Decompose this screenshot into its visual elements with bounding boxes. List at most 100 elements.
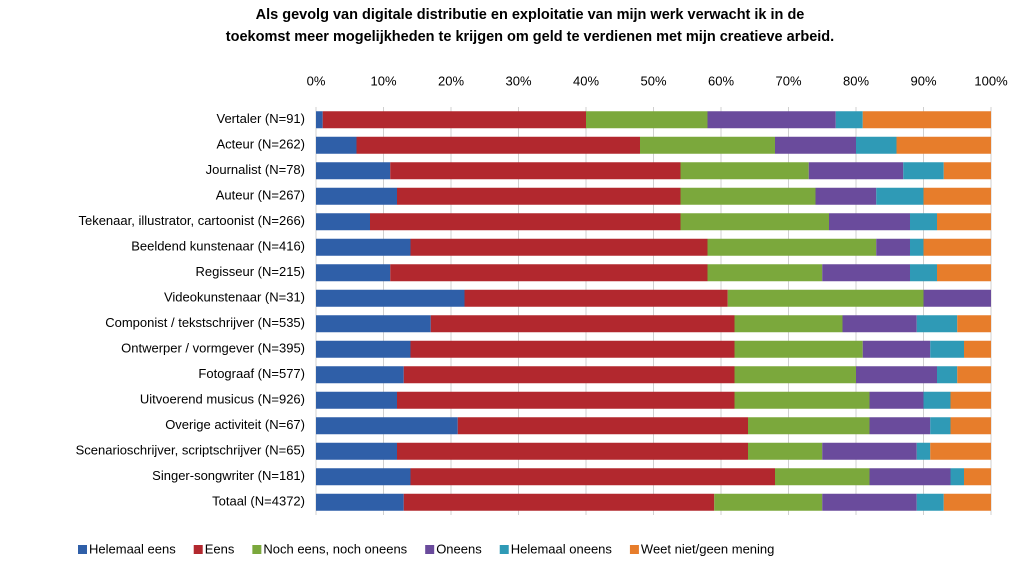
bar-segment (680, 162, 809, 180)
bar-segment (714, 493, 823, 511)
bar-segment (316, 111, 323, 129)
bar-segment (876, 187, 924, 205)
chart-title: toekomst meer mogelijkheden te krijgen o… (226, 29, 834, 45)
legend-label: Noch eens, noch oneens (263, 541, 407, 556)
y-tick-label: Fotograaf (N=577) (198, 366, 305, 381)
y-tick-label: Tekenaar, illustrator, cartoonist (N=266… (78, 213, 305, 228)
bar-segment (957, 315, 991, 333)
bar-segment (410, 238, 708, 256)
bar-segment (930, 340, 964, 358)
legend-swatch (252, 545, 262, 554)
legend-swatch (629, 545, 639, 554)
bar-segment (586, 111, 708, 129)
bar-segment (903, 162, 944, 180)
bar-segment (316, 391, 397, 409)
bar-segment (403, 366, 735, 384)
bar-segment (964, 468, 991, 486)
bar-segment (356, 136, 640, 154)
bar-segment (707, 238, 877, 256)
y-tick-label: Acteur (N=262) (216, 137, 305, 152)
bar-segment (964, 340, 991, 358)
x-tick-label: 60% (708, 73, 734, 88)
legend-label: Helemaal oneens (511, 541, 613, 556)
bar-segment (923, 238, 991, 256)
bar-segment (316, 493, 404, 511)
bar-segment (822, 493, 917, 511)
bar-segment (464, 289, 728, 307)
bar-segment (316, 468, 411, 486)
bar-segment (842, 315, 917, 333)
bar-segment (775, 136, 856, 154)
bar-segment (316, 417, 458, 435)
bar-segment (808, 162, 904, 180)
bar-segment (680, 187, 816, 205)
bar-segment (910, 213, 937, 231)
bar-segment (775, 468, 870, 486)
bar-segment (822, 442, 917, 460)
y-tick-label: Videokunstenaar (N=31) (164, 290, 305, 305)
bar-segment (316, 340, 411, 358)
x-tick-label: 100% (974, 73, 1008, 88)
bar-segment (896, 136, 991, 154)
y-tick-label: Vertaler (N=91) (216, 111, 305, 126)
bar-segment (862, 111, 991, 129)
x-tick-label: 10% (370, 73, 396, 88)
y-tick-label: Regisseur (N=215) (196, 264, 305, 279)
bar-segment (316, 213, 370, 231)
bar-segment (734, 340, 863, 358)
bar-segment (910, 238, 924, 256)
legend-swatch (499, 545, 509, 554)
bar-segment (869, 391, 924, 409)
bar-segment (856, 136, 897, 154)
bar-segment (835, 111, 863, 129)
bar-segment (410, 340, 735, 358)
bar-segment (707, 264, 823, 282)
bar-segment (640, 136, 775, 154)
bar-segment (862, 340, 931, 358)
bar-segment (734, 391, 870, 409)
bar-segment (390, 264, 708, 282)
legend-swatch (193, 545, 203, 554)
bar-segment (316, 442, 397, 460)
y-tick-label: Overige activiteit (N=67) (165, 417, 305, 432)
bar-segment (950, 417, 991, 435)
bar-segment (316, 289, 465, 307)
y-tick-label: Beeldend kunstenaar (N=416) (131, 239, 305, 254)
bar-segment (397, 187, 681, 205)
bar-segment (950, 391, 991, 409)
bar-segment (943, 162, 991, 180)
bar-segment (822, 264, 910, 282)
bar-segment (680, 213, 829, 231)
bar-segment (856, 366, 937, 384)
bar-segment (457, 417, 748, 435)
bar-segment (316, 264, 391, 282)
bar-segment (937, 264, 991, 282)
x-tick-label: 70% (775, 73, 801, 88)
bar-segment (916, 493, 944, 511)
bar-segment (316, 187, 397, 205)
bar-segment (748, 417, 870, 435)
bar-segment (923, 391, 951, 409)
bar-segment (923, 289, 991, 307)
bar-segment (869, 417, 931, 435)
bar-segment (930, 417, 951, 435)
y-tick-label: Componist / tekstschrijver (N=535) (105, 315, 305, 330)
chart-title: Als gevolg van digitale distributie en e… (256, 7, 805, 23)
bar-segment (916, 442, 931, 460)
bar-segment (910, 264, 937, 282)
bar-segment (869, 468, 951, 486)
bar-segment (829, 213, 910, 231)
bar-segment (390, 162, 681, 180)
y-tick-label: Journalist (N=78) (206, 162, 305, 177)
legend-label: Eens (205, 541, 235, 556)
bar-segment (916, 315, 958, 333)
x-tick-label: 20% (438, 73, 464, 88)
bar-segment (316, 315, 431, 333)
bar-segment (316, 136, 357, 154)
y-tick-label: Scenarioschrijver, scriptschrijver (N=65… (76, 443, 305, 458)
y-tick-label: Auteur (N=267) (216, 188, 305, 203)
bar-segment (930, 442, 991, 460)
bar-segment (430, 315, 735, 333)
bar-segment (748, 442, 823, 460)
bar-segment (397, 391, 735, 409)
